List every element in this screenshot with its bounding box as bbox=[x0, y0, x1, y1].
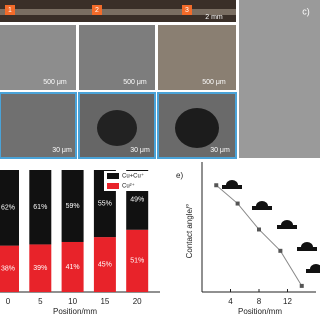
bar-segment bbox=[93, 237, 116, 292]
region-box bbox=[92, 5, 102, 15]
legend-label: Cu+Cu⁺ bbox=[122, 173, 144, 180]
value-label: 61% bbox=[33, 204, 47, 211]
droplet bbox=[226, 180, 238, 185]
scale-label: 2 mm bbox=[205, 14, 223, 21]
value-label: 62% bbox=[1, 205, 15, 212]
panel-label: c) bbox=[302, 6, 310, 16]
scale-label: 30 μm bbox=[210, 147, 230, 154]
x-tick-label: 8 bbox=[257, 297, 262, 306]
bar-segment bbox=[61, 170, 84, 242]
bar-segment bbox=[29, 244, 52, 292]
x-tick-label: 12 bbox=[283, 297, 292, 306]
data-point bbox=[278, 248, 283, 253]
droplet-substrate bbox=[252, 206, 272, 210]
legend-label: Cu²⁺ bbox=[122, 183, 135, 190]
y-axis-title: Contact angle/° bbox=[185, 204, 194, 259]
region-label: 3 bbox=[185, 7, 189, 14]
legend-swatch bbox=[107, 183, 119, 189]
bar-segment bbox=[0, 170, 19, 246]
x-tick-label: 0 bbox=[6, 297, 11, 306]
sem-image bbox=[239, 0, 320, 158]
panel-label: e) bbox=[176, 171, 183, 180]
region-box bbox=[182, 5, 192, 15]
droplet bbox=[281, 220, 293, 225]
droplet-substrate bbox=[277, 225, 297, 229]
droplet-substrate bbox=[306, 269, 320, 273]
droplet bbox=[256, 201, 268, 206]
scale-label: 500 μm bbox=[202, 79, 226, 86]
droplet-substrate bbox=[297, 247, 317, 251]
sem-images: 1 2 3 2 mm 500 μm 500 μm 500 μm 30 μm 30… bbox=[0, 0, 320, 159]
sem-image bbox=[158, 25, 236, 90]
sem-image bbox=[0, 92, 77, 159]
x-tick-label: 5 bbox=[38, 297, 43, 306]
region-box bbox=[5, 5, 15, 15]
x-tick-label: 20 bbox=[133, 297, 142, 306]
bar-segment bbox=[0, 245, 19, 292]
droplet bbox=[301, 242, 313, 247]
legend: Cu+Cu⁺ Cu²⁺ bbox=[104, 171, 158, 191]
scale-label: 500 μm bbox=[43, 79, 67, 86]
sem-pore bbox=[175, 108, 219, 148]
value-label: 41% bbox=[66, 264, 80, 271]
scale-label: 500 μm bbox=[123, 79, 147, 86]
x-tick-label: 15 bbox=[100, 297, 109, 306]
data-point bbox=[299, 283, 304, 288]
droplet-substrate bbox=[222, 185, 242, 189]
bar-segment bbox=[126, 229, 149, 292]
x-tick-label: 4 bbox=[228, 297, 233, 306]
region-label: 2 bbox=[95, 7, 99, 14]
data-point bbox=[235, 201, 240, 206]
value-label: 51% bbox=[130, 258, 144, 265]
scale-label: 30 μm bbox=[52, 147, 72, 154]
x-axis-title: Position/mm bbox=[53, 307, 97, 316]
sem-pore bbox=[97, 110, 137, 146]
scale-label: 30 μm bbox=[130, 147, 150, 154]
value-label: 59% bbox=[66, 203, 80, 210]
bar-segment bbox=[29, 170, 52, 245]
x-axis-title: Position/mm bbox=[238, 307, 282, 316]
data-point bbox=[214, 183, 219, 188]
value-label: 45% bbox=[98, 261, 112, 268]
bar-segment bbox=[61, 241, 84, 292]
value-label: 38% bbox=[1, 266, 15, 273]
droplet bbox=[310, 264, 320, 269]
region-label: 1 bbox=[8, 7, 12, 14]
sem-strip-sample bbox=[0, 9, 236, 15]
value-label: 39% bbox=[33, 265, 47, 272]
value-label: 49% bbox=[130, 197, 144, 204]
value-label: 55% bbox=[98, 200, 112, 207]
x-tick-label: 10 bbox=[68, 297, 77, 306]
sem-image bbox=[0, 25, 76, 90]
data-point bbox=[257, 227, 261, 232]
legend-swatch bbox=[107, 173, 119, 179]
sem-image bbox=[79, 25, 155, 90]
series-line bbox=[215, 184, 303, 287]
